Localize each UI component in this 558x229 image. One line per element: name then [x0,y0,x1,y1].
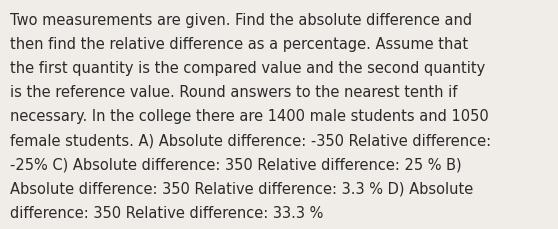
Text: necessary. In the college there are 1400 male students and 1050: necessary. In the college there are 1400… [10,109,489,124]
Text: the first quantity is the compared value and the second quantity: the first quantity is the compared value… [10,61,485,76]
Text: Two measurements are given. Find the absolute difference and: Two measurements are given. Find the abs… [10,13,472,27]
Text: female students. A) Absolute difference: -350 Relative difference:: female students. A) Absolute difference:… [10,133,491,148]
Text: -25% C) Absolute difference: 350 Relative difference: 25 % B): -25% C) Absolute difference: 350 Relativ… [10,157,461,172]
Text: is the reference value. Round answers to the nearest tenth if: is the reference value. Round answers to… [10,85,458,100]
Text: difference: 350 Relative difference: 33.3 %: difference: 350 Relative difference: 33.… [10,205,324,220]
Text: then find the relative difference as a percentage. Assume that: then find the relative difference as a p… [10,37,468,52]
Text: Absolute difference: 350 Relative difference: 3.3 % D) Absolute: Absolute difference: 350 Relative differ… [10,181,473,196]
